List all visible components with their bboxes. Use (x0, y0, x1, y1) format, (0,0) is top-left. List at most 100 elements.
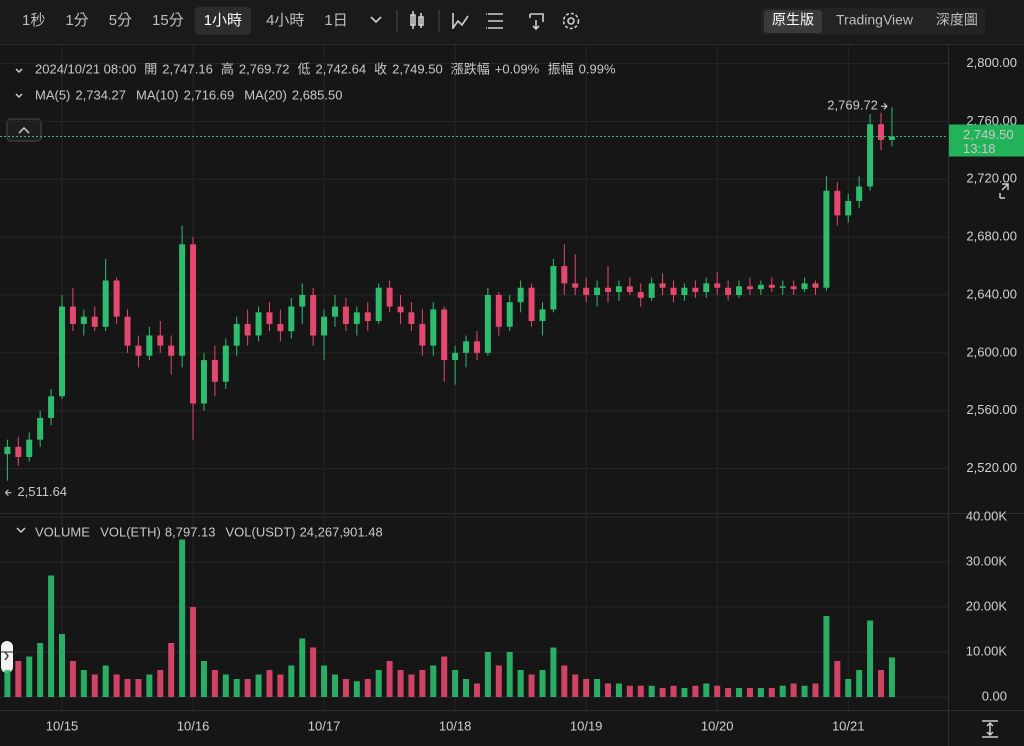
candle-body (321, 316, 328, 336)
interval-button[interactable]: 15分 (152, 12, 184, 29)
interval-button[interactable]: 1秒 (22, 12, 45, 29)
candle-body (408, 312, 415, 324)
volume-bar (659, 688, 666, 697)
info-field-value: 0.99% (579, 61, 616, 76)
candle-body (168, 345, 175, 356)
interval-button[interactable]: 4小時 (266, 12, 304, 29)
volume-bar (135, 679, 142, 697)
info-field-value: 2,747.16 (162, 61, 213, 76)
price-tick-label: 2,520.00 (966, 460, 1017, 475)
volume-bar (255, 674, 262, 697)
candle-body (845, 200, 852, 216)
info-field-value: 2,742.64 (315, 61, 366, 76)
volume-bar (506, 652, 513, 697)
volume-bar (266, 670, 273, 697)
volume-bar (801, 685, 808, 697)
price-tick-label: 2,800.00 (966, 55, 1017, 70)
volume-bar (288, 665, 295, 697)
candle-body (768, 284, 775, 288)
candle-body (539, 309, 546, 322)
candle-body (332, 306, 338, 317)
volume-bar (878, 670, 884, 697)
fullscreen-icon[interactable] (999, 183, 1009, 199)
volume-bar (528, 674, 535, 697)
view-button[interactable]: 原生版 (772, 12, 814, 28)
volume-bar (397, 670, 404, 697)
interval-button[interactable]: 5分 (109, 12, 132, 29)
interval-button[interactable]: 1日 (324, 12, 347, 29)
volume-bar (845, 679, 852, 697)
candle-body (725, 287, 732, 295)
volume-tick-label: 30.00K (966, 553, 1008, 568)
candle-body (605, 287, 611, 293)
ma-collapse-icon[interactable] (15, 93, 23, 99)
candle-body (375, 287, 382, 322)
time-tick-label: 10/21 (832, 718, 865, 733)
high-marker-arrow (880, 102, 888, 110)
scale-icon[interactable] (982, 720, 998, 738)
candle-body (211, 360, 218, 382)
candle-body (15, 446, 22, 458)
info-field-label: 高 (221, 61, 234, 76)
candle-body (69, 306, 76, 324)
candle-body (736, 286, 743, 295)
indicators-icon[interactable] (452, 13, 469, 29)
time-tick-label: 10/15 (46, 718, 79, 733)
volume-bar (463, 679, 470, 697)
candle-body (528, 287, 535, 322)
candle-body (615, 286, 622, 293)
candle-body (430, 309, 437, 346)
volume-bar (746, 688, 753, 697)
high-marker-label: 2,769.72 (827, 98, 878, 113)
candle-body (801, 283, 808, 290)
volume-bar (244, 679, 251, 697)
volume-bar (495, 665, 502, 697)
candle-body (703, 283, 710, 293)
settings-icon[interactable] (567, 17, 575, 25)
volume-bar (856, 670, 863, 697)
volume-bar (561, 665, 568, 697)
view-button[interactable]: 深度圖 (936, 12, 978, 28)
collapse-button[interactable] (6, 118, 42, 142)
indicator-value: 2,685.50 (292, 87, 343, 102)
volume-bar (37, 643, 44, 697)
layout-icon[interactable] (529, 13, 544, 31)
candle-body (233, 323, 240, 346)
info-collapse-icon[interactable] (15, 68, 23, 74)
info-field-label: 低 (297, 61, 310, 76)
candle-body (80, 316, 87, 324)
volume-bar (146, 674, 153, 697)
candle-body (146, 335, 153, 356)
interval-button[interactable]: 1小時 (204, 12, 242, 29)
more-intervals-icon[interactable] (370, 16, 382, 24)
candle-body (288, 306, 295, 332)
volume-bar (353, 681, 360, 697)
volume-bar (594, 679, 601, 697)
candle-body (310, 294, 317, 336)
candle-type-icon[interactable] (410, 11, 424, 29)
candle-body (561, 266, 568, 284)
drawing-icon[interactable] (486, 13, 503, 29)
volume-collapse-icon[interactable] (16, 527, 26, 534)
toolbar-icons (370, 10, 580, 32)
volume-bar (48, 575, 55, 697)
collapse-icon[interactable] (18, 126, 30, 134)
volume-bar (692, 685, 699, 697)
interval-button[interactable]: 1分 (65, 12, 88, 29)
view-button[interactable]: TradingView (836, 12, 914, 28)
volume-title: VOLUME (35, 524, 90, 539)
candle-body (222, 345, 229, 382)
candle-body (441, 309, 448, 361)
volume-bar (299, 638, 306, 697)
candle-body (452, 352, 459, 361)
price-tick-label: 2,720.00 (966, 171, 1017, 186)
candle-body (26, 439, 33, 458)
volume-series-name: VOL(ETH) (100, 524, 161, 539)
settings-icon-ring[interactable] (562, 12, 580, 30)
time-tick-label: 10/16 (177, 718, 210, 733)
candle-body (648, 283, 655, 298)
indicator-value: 2,716.69 (184, 87, 235, 102)
